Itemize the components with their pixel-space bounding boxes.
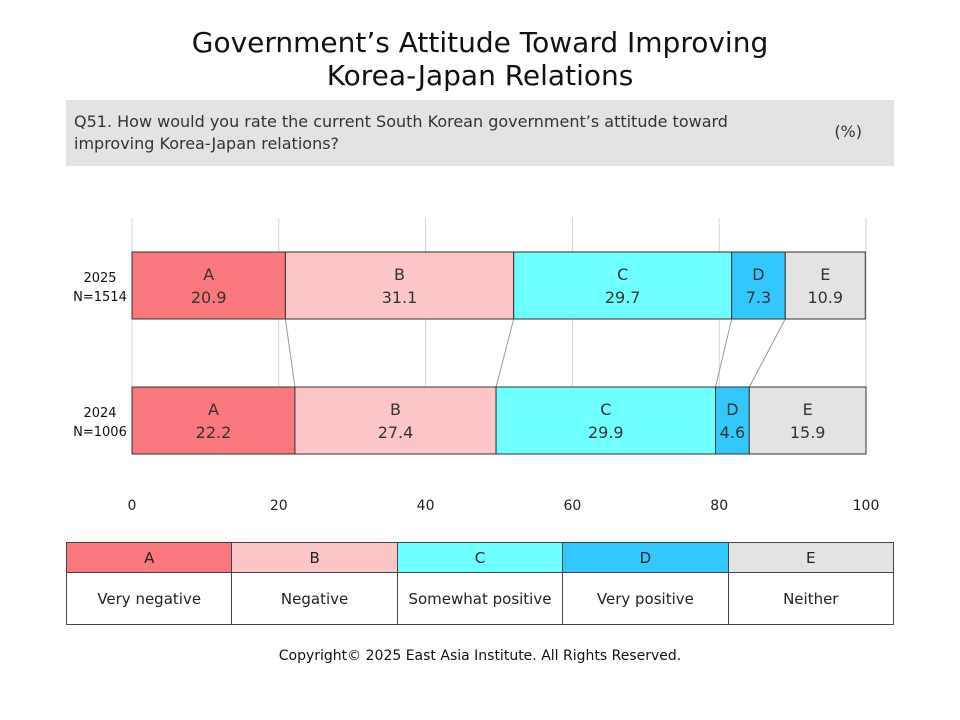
question-text: Q51. How would you rate the current Sout…	[74, 112, 728, 153]
data-label-2025-b: 31.1	[382, 288, 418, 307]
x-tick-label-2: 40	[417, 498, 435, 514]
x-tick-label-5: 100	[853, 498, 880, 514]
unit-label: (%)	[834, 122, 862, 141]
segment-code-2024-d: D	[726, 400, 738, 419]
data-label-2025-a: 20.9	[191, 288, 227, 307]
bar-2025-c	[513, 251, 733, 320]
row-sublabel-2025: N=1514	[73, 290, 127, 305]
segment-code-2025-c: C	[617, 265, 628, 284]
legend-label-c: Somewhat positive	[396, 572, 564, 625]
legend-code-e: E	[727, 542, 895, 573]
legend-label-b: Negative	[231, 572, 398, 625]
connector-line-d	[748, 318, 786, 388]
bar-2025-b	[284, 251, 515, 320]
legend-code-c: C	[396, 542, 564, 573]
data-label-2024-b: 27.4	[378, 423, 414, 442]
connector-line-a	[284, 318, 296, 388]
legend-code-a: A	[65, 542, 233, 573]
bar-2024-d	[715, 386, 750, 455]
connector-line-b	[495, 318, 515, 388]
legend-code-b: B	[231, 542, 398, 573]
segment-code-2025-d: D	[752, 265, 764, 284]
row-sublabel-2024: N=1006	[73, 425, 127, 440]
segment-code-2025-e: E	[820, 265, 830, 284]
x-tick-label-1: 20	[270, 498, 288, 514]
legend-label-a: Very negative	[65, 572, 233, 625]
question-box: Q51. How would you rate the current Sout…	[66, 100, 894, 166]
x-tick-label-4: 80	[710, 498, 728, 514]
data-label-2024-c: 29.9	[588, 423, 624, 442]
x-tick-label-3: 60	[563, 498, 581, 514]
bar-2024-a	[131, 386, 296, 455]
data-label-2025-d: 7.3	[746, 288, 771, 307]
segment-code-2024-e: E	[803, 400, 813, 419]
legend-label-e: Neither	[727, 572, 895, 625]
segment-code-2024-c: C	[600, 400, 611, 419]
row-label-2025: 2025	[83, 271, 116, 286]
chart-title-line1: Government’s Attitude Toward Improving	[191, 26, 769, 59]
bar-2024-c	[495, 386, 717, 455]
data-label-2025-e: 10.9	[807, 288, 843, 307]
copyright-footer: Copyright© 2025 East Asia Institute. All…	[278, 648, 682, 664]
legend-code-d: D	[562, 542, 729, 573]
legend-label-d: Very positive	[562, 572, 729, 625]
stacked-bar-chart: 0 20 40 60 80 100 A 20.9 B 31.1 C 29.7 D 7.3 E 10.9 2025…	[73, 218, 880, 514]
legend-table: A B C D E Very negative Negative Somewha…	[65, 542, 895, 625]
row-label-2024: 2024	[83, 406, 116, 421]
bar-2025-e	[784, 251, 866, 320]
data-label-2024-e: 15.9	[790, 423, 826, 442]
segment-code-2025-a: A	[203, 265, 214, 284]
data-label-2024-a: 22.2	[196, 423, 232, 442]
bar-2025-d	[731, 251, 786, 320]
connector-line-c	[715, 318, 733, 388]
data-label-2025-c: 29.7	[605, 288, 641, 307]
chart-title-line2: Korea-Japan Relations	[326, 59, 634, 92]
segment-code-2025-b: B	[394, 265, 405, 284]
bar-2025-a	[131, 251, 286, 320]
chart-title: Government’s Attitude Toward Improving K…	[0, 26, 960, 92]
x-tick-label-0: 0	[128, 498, 137, 514]
segment-code-2024-a: A	[208, 400, 219, 419]
segment-code-2024-b: B	[390, 400, 401, 419]
bar-2024-b	[294, 386, 497, 455]
bar-2024-e	[748, 386, 867, 455]
data-label-2024-d: 4.6	[720, 423, 745, 442]
